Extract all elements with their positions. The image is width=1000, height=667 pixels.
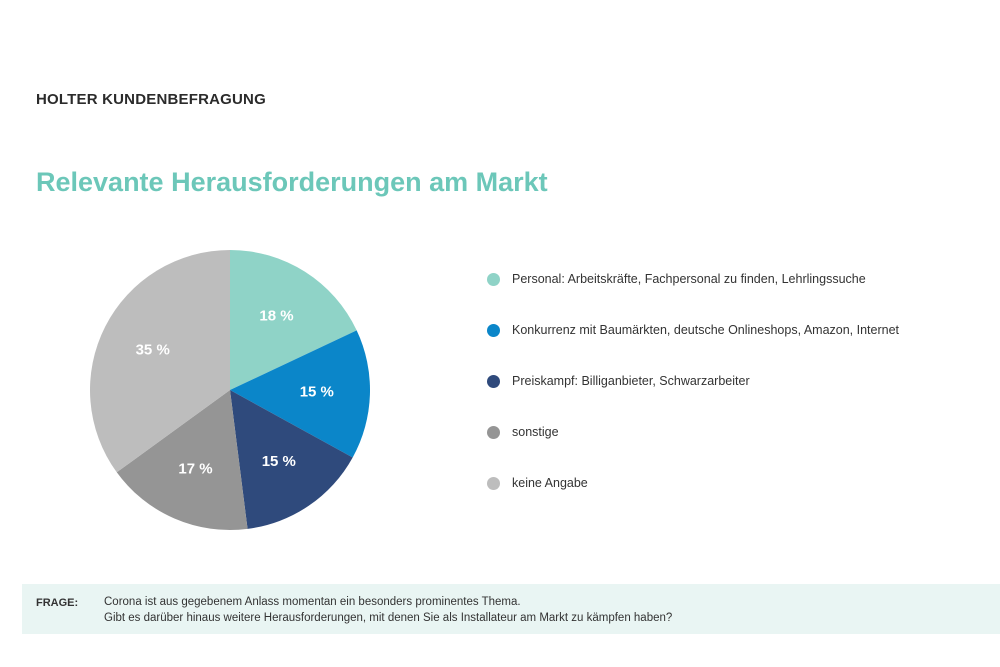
legend-label-personal: Personal: Arbeitskräfte, Fachpersonal zu…: [512, 272, 866, 286]
legend-item-konkurrenz: Konkurrenz mit Baumärkten, deutsche Onli…: [487, 323, 899, 337]
pie-label-personal: 18 %: [259, 308, 293, 325]
legend-item-preiskampf: Preiskampf: Billiganbieter, Schwarzarbei…: [487, 374, 750, 388]
pie-slice-personal: [230, 250, 357, 390]
legend-swatch-personal: [487, 272, 500, 286]
legend-swatch-konkurrenz: [487, 323, 500, 337]
pie-slice-preiskampf: [230, 390, 353, 529]
pie-label-konkurrenz: 15 %: [300, 384, 334, 401]
survey-eyebrow: HOLTER KUNDENBEFRAGUNG: [36, 91, 266, 108]
question-line-2: Gibt es darüber hinaus weitere Herausfor…: [104, 612, 673, 624]
legend-swatch-sonstige: [487, 425, 500, 439]
pie-slice-konkurrenz: [230, 330, 371, 458]
legend-label-keine-angabe: keine Angabe: [512, 476, 588, 490]
legend-swatch-keine-angabe: [487, 476, 500, 490]
pie-slice-keine-angabe: [90, 250, 230, 473]
pie-chart: 18 % 15 % 15 % 17 % 35 %: [90, 250, 371, 531]
question-label: FRAGE:: [36, 597, 79, 609]
legend-swatch-preiskampf: [487, 374, 500, 388]
chart-title: Relevante Herausforderungen am Markt: [36, 167, 548, 197]
question-box: FRAGE: Corona ist aus gegebenem Anlass m…: [22, 584, 1000, 634]
question-line-1: Corona ist aus gegebenem Anlass momentan…: [104, 596, 521, 608]
legend-item-personal: Personal: Arbeitskräfte, Fachpersonal zu…: [487, 272, 866, 286]
pie-slice-sonstige: [116, 390, 248, 531]
legend-label-konkurrenz: Konkurrenz mit Baumärkten, deutsche Onli…: [512, 323, 900, 337]
legend-item-keine-angabe: keine Angabe: [487, 476, 588, 490]
legend-label-sonstige: sonstige: [512, 425, 559, 439]
pie-label-sonstige: 17 %: [178, 461, 212, 478]
legend-label-preiskampf: Preiskampf: Billiganbieter, Schwarzarbei…: [512, 374, 750, 388]
legend-item-sonstige: sonstige: [487, 425, 559, 439]
pie-label-keine-angabe: 35 %: [136, 342, 170, 359]
pie-label-preiskampf: 15 %: [262, 453, 296, 470]
